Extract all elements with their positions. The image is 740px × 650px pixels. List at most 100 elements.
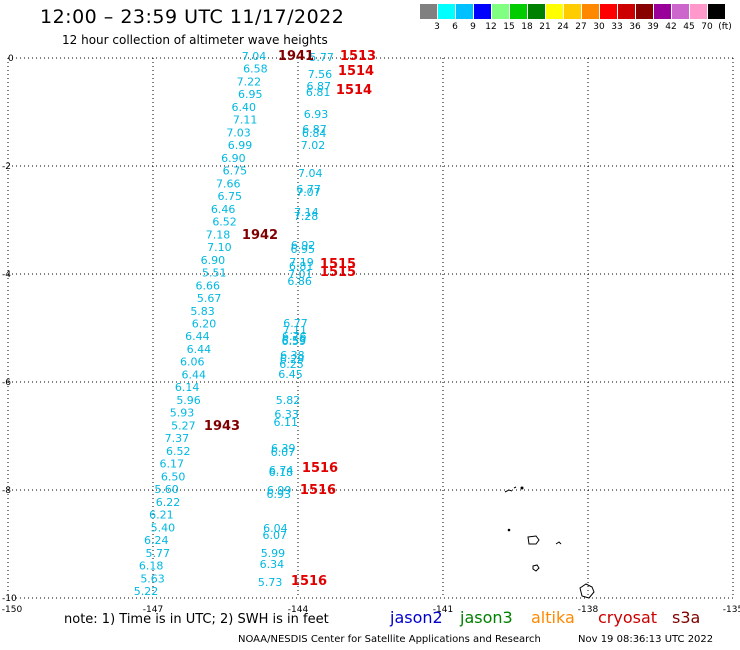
- wave-height-value: 7.18: [206, 228, 231, 241]
- pass-time-label: 1516: [300, 483, 336, 498]
- pass-time-label: 1514: [338, 64, 374, 79]
- legend-tick-label: 21: [539, 22, 551, 32]
- wave-height-value: 7.28: [294, 210, 319, 223]
- legend-tick-label: (ft): [718, 22, 732, 32]
- map-grid: [7, 57, 734, 599]
- legend-tick-label: 27: [575, 22, 587, 32]
- legend-swatch: [420, 4, 438, 19]
- latitude-tick: -10: [2, 594, 17, 604]
- wave-height-value: 7.07: [296, 186, 321, 199]
- wave-height-value: 6.99: [228, 139, 253, 152]
- wave-height-value: 6.25: [279, 358, 304, 371]
- legend-tick-label: 45: [683, 22, 695, 32]
- wave-height-value: 6.66: [195, 279, 220, 292]
- wave-height-value: 6.18: [269, 466, 294, 479]
- island-outline: [532, 564, 540, 572]
- wave-height-value: 6.22: [156, 496, 181, 509]
- pass-time-label: 1516: [302, 461, 338, 476]
- legend-swatch: [456, 4, 474, 19]
- wave-height-value: 6.75: [223, 165, 248, 178]
- legend-tick-label: 6: [452, 22, 458, 32]
- wave-height-value: 6.95: [238, 88, 263, 101]
- wave-height-value: 7.01: [288, 268, 313, 281]
- legend-tick-label: 70: [701, 22, 713, 32]
- wave-height-value: 7.14: [294, 206, 319, 219]
- wave-height-value: 6.39: [271, 442, 296, 455]
- wave-height-value: 7.37: [165, 432, 190, 445]
- wave-height-value: 6.45: [278, 368, 303, 381]
- wave-height-value: 6.59: [282, 334, 307, 347]
- wave-height-labels: 7.046.587.226.956.407.117.036.996.906.75…: [134, 50, 334, 598]
- wave-height-value: 6.21: [149, 509, 174, 522]
- wave-height-value: 7.03: [226, 126, 251, 139]
- legend-tick-label: 39: [647, 22, 659, 32]
- wave-height-value: 6.58: [243, 63, 268, 76]
- wave-height-value: 5.67: [197, 292, 222, 305]
- longitude-tick: -141: [433, 605, 453, 615]
- wave-height-value: 7.04: [298, 167, 323, 180]
- legend-swatch: [438, 4, 456, 19]
- wave-height-value: 6.40: [231, 101, 256, 114]
- axis-tick-labels: -150 -147 -144 -141 -138 -135 0 -2 -4 -6 -8 -10: [2, 54, 740, 615]
- wave-height-value: 6.93: [266, 488, 291, 501]
- wave-height-value: 5.83: [190, 305, 215, 318]
- credit-line: NOAA/NESDIS Center for Satellite Applica…: [238, 634, 541, 645]
- legend-swatch: [546, 4, 564, 19]
- legend-tick-label: 3: [434, 22, 440, 32]
- wave-height-value: 6.38: [280, 349, 305, 362]
- wave-height-value: 6.52: [212, 216, 237, 229]
- legend-tick-label: 24: [557, 22, 569, 32]
- longitude-tick: -147: [143, 605, 163, 615]
- pass-time-label: 1941: [278, 49, 314, 64]
- wave-height-value: 6.29: [280, 353, 305, 366]
- longitude-tick: -150: [2, 605, 23, 615]
- satellite-name: s3a: [672, 608, 701, 627]
- wave-height-value: 6.11: [274, 416, 299, 429]
- wave-height-value: 6.81: [306, 86, 331, 99]
- latitude-tick: -2: [2, 162, 11, 172]
- wave-height-value: 6.75: [217, 190, 242, 203]
- island-outline: [579, 583, 595, 599]
- island-outline: [520, 486, 524, 490]
- satellite-name: jason2: [390, 608, 443, 627]
- pass-time-label: 1515: [320, 257, 356, 272]
- legend-tick-label: 15: [503, 22, 515, 32]
- legend-swatch: [708, 4, 726, 19]
- pass-time-label: 1942: [242, 228, 278, 243]
- pass-time-label: 1943: [204, 419, 240, 434]
- wave-height-value: 6.74: [269, 464, 294, 477]
- pass-time-label: 1516: [291, 574, 327, 589]
- legend-tick-label: 12: [485, 22, 497, 32]
- units-note: note: 1) Time is in UTC; 2) SWH is in fe…: [64, 612, 329, 627]
- wave-height-value: 6.77: [296, 183, 321, 196]
- island-outline: [504, 486, 517, 493]
- wave-height-value: 6.44: [185, 330, 210, 343]
- wave-height-value: 6.06: [180, 356, 205, 369]
- wave-height-value: 6.34: [260, 558, 285, 571]
- wave-height-value: 6.99: [267, 484, 292, 497]
- legend-swatch: [600, 4, 618, 19]
- wave-height-value: 6.17: [159, 458, 184, 471]
- legend-swatch: [492, 4, 510, 19]
- pass-time-label: 1514: [336, 83, 372, 98]
- wave-height-value: 6.93: [304, 108, 329, 121]
- wave-height-value: 6.14: [175, 381, 200, 394]
- wave-height-value: 6.44: [187, 343, 212, 356]
- legend-swatch: [654, 4, 672, 19]
- wave-height-value: 7.11: [233, 114, 258, 127]
- legend-swatch: [636, 4, 654, 19]
- wave-height-value: 7.66: [216, 177, 241, 190]
- satellite-name: cryosat: [598, 608, 658, 627]
- longitude-tick: -135: [723, 605, 740, 615]
- generated-timestamp: Nov 19 08:36:13 UTC 2022: [578, 634, 714, 645]
- satellite-name: altika: [531, 608, 575, 627]
- wave-height-value: 7.10: [207, 241, 232, 254]
- latitude-tick: -4: [2, 270, 11, 280]
- wave-height-value: 6.46: [211, 203, 236, 216]
- wave-height-value: 5.27: [171, 419, 196, 432]
- latitude-tick: -8: [2, 486, 11, 496]
- legend-swatch: [582, 4, 600, 19]
- wave-height-value: 7.11: [283, 324, 308, 337]
- wave-height-value: 6.76: [282, 330, 307, 343]
- legend-swatch: [474, 4, 492, 19]
